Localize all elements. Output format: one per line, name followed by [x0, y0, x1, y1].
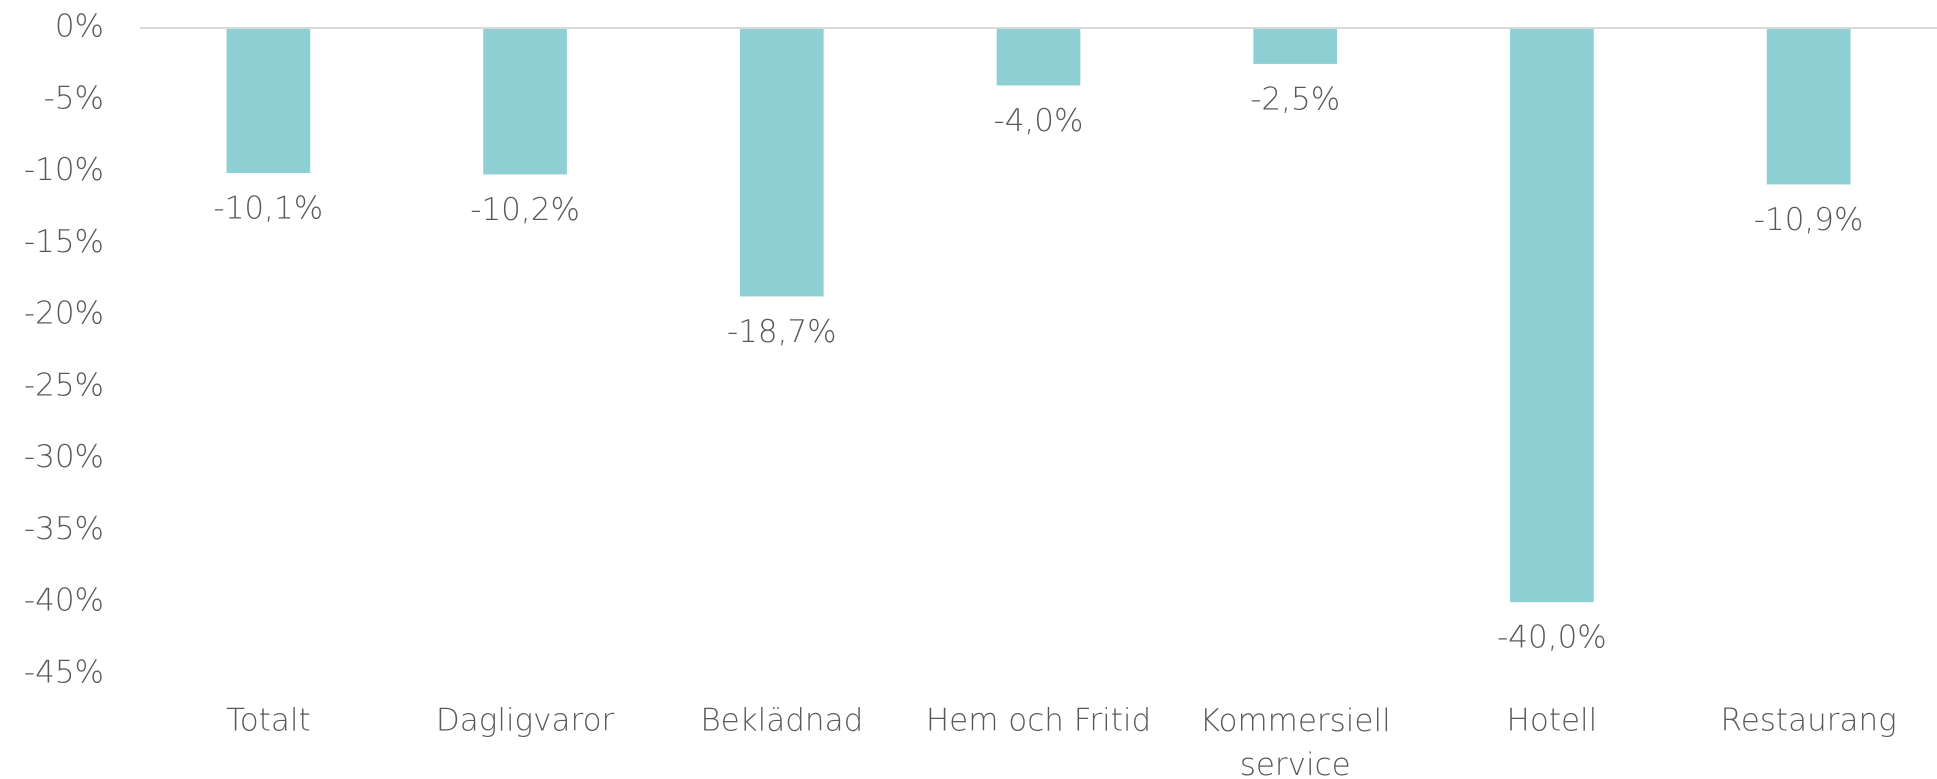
x-tick-label: Totalt — [226, 703, 311, 739]
x-tick-label: Dagligvaror — [436, 703, 615, 739]
value-label: -2,5% — [1250, 81, 1340, 117]
bar — [483, 28, 567, 175]
y-tick-label: -20% — [24, 296, 104, 332]
y-tick-label: -25% — [24, 367, 104, 403]
value-label: -10,2% — [470, 192, 580, 228]
value-label: -10,1% — [214, 190, 324, 226]
value-label: -18,7% — [727, 314, 837, 350]
y-tick-label: -35% — [24, 511, 104, 547]
y-tick-label: -40% — [24, 583, 104, 619]
y-tick-label: -15% — [24, 224, 104, 260]
x-tick-label: Hem och Fritid — [926, 703, 1151, 739]
x-tick-label: Hotell — [1507, 703, 1598, 739]
y-tick-label: -45% — [24, 655, 104, 691]
value-label: -10,9% — [1754, 202, 1864, 238]
x-tick-label: Beklädnad — [700, 703, 863, 739]
bar — [1766, 28, 1851, 185]
bar — [1253, 28, 1338, 64]
y-tick-label: -5% — [44, 80, 104, 116]
x-tick-label: Kommersiell service — [1200, 703, 1391, 779]
y-tick-label: -10% — [24, 152, 104, 188]
bar — [1510, 28, 1594, 603]
y-tick-label: 0% — [55, 9, 104, 45]
value-label: -4,0% — [994, 103, 1084, 139]
x-tick-label: Restaurang — [1721, 703, 1897, 739]
bar — [226, 28, 311, 173]
value-label: -40,0% — [1497, 620, 1607, 656]
y-tick-label: -30% — [24, 439, 104, 475]
bar — [996, 28, 1081, 86]
bar — [739, 28, 824, 297]
